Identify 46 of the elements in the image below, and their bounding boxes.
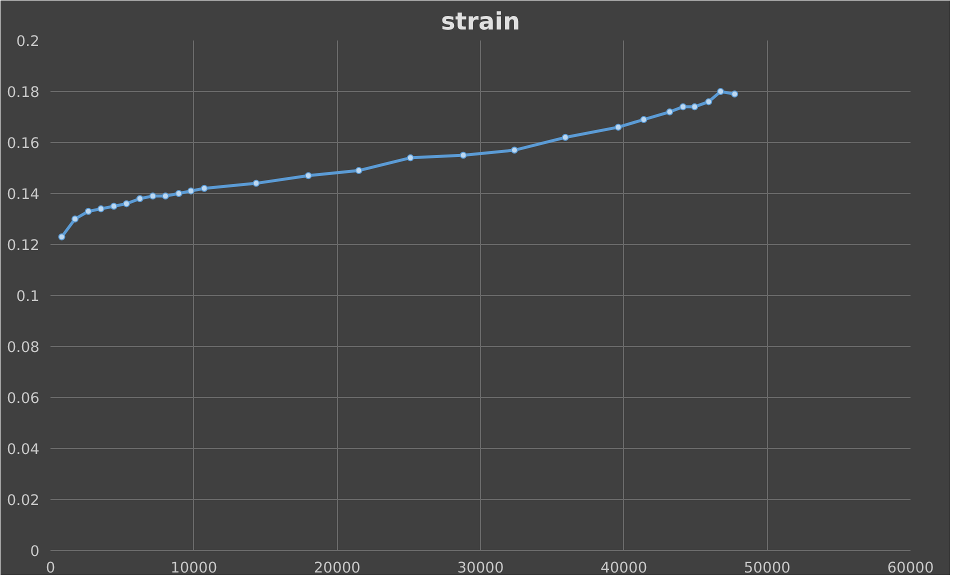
point: [460, 152, 467, 159]
point: [175, 190, 182, 197]
point: [122, 200, 130, 208]
point: [97, 205, 104, 212]
point: [614, 124, 622, 131]
y-tick-label: 0.16: [6, 135, 40, 152]
point: [355, 167, 362, 174]
point: [691, 103, 698, 110]
point: [200, 184, 208, 192]
point: [136, 195, 144, 202]
y-tick-label: 0.2: [16, 33, 40, 50]
point: [84, 208, 92, 215]
y-tick-label: 0.18: [6, 84, 40, 101]
point: [187, 187, 194, 194]
x-tick-label: 20000: [314, 560, 360, 576]
point: [666, 108, 674, 116]
point: [162, 192, 169, 200]
y-tick-label: 0.14: [6, 186, 40, 203]
point: [705, 98, 712, 106]
point: [58, 233, 66, 240]
point: [72, 216, 79, 222]
point: [680, 103, 687, 110]
point: [149, 192, 156, 200]
x-tick-label: 60000: [887, 560, 934, 576]
point: [562, 134, 569, 141]
y-tick-label: 0.12: [6, 237, 40, 254]
point: [406, 154, 414, 162]
x-tick-label: 50000: [744, 560, 790, 576]
y-tick-label: 0.02: [6, 492, 40, 509]
point: [252, 180, 260, 187]
point: [731, 90, 738, 98]
point: [510, 146, 518, 154]
x-tick-label: 10000: [170, 560, 218, 576]
x-tick-label: 0: [46, 560, 56, 576]
point: [304, 172, 312, 180]
y-tick-label: 0.04: [6, 441, 40, 458]
point: [640, 116, 648, 124]
point: [717, 88, 724, 95]
y-tick-label: 0.1: [16, 288, 40, 305]
y-tick-label: 0.06: [6, 390, 40, 407]
x-tick-label: 40000: [600, 560, 648, 576]
y-tick-label: 0: [30, 543, 40, 560]
y-tick-label: 0.08: [6, 339, 40, 356]
chart-title: strain: [440, 8, 520, 36]
point: [110, 202, 118, 210]
x-tick-label: 30000: [457, 560, 504, 576]
